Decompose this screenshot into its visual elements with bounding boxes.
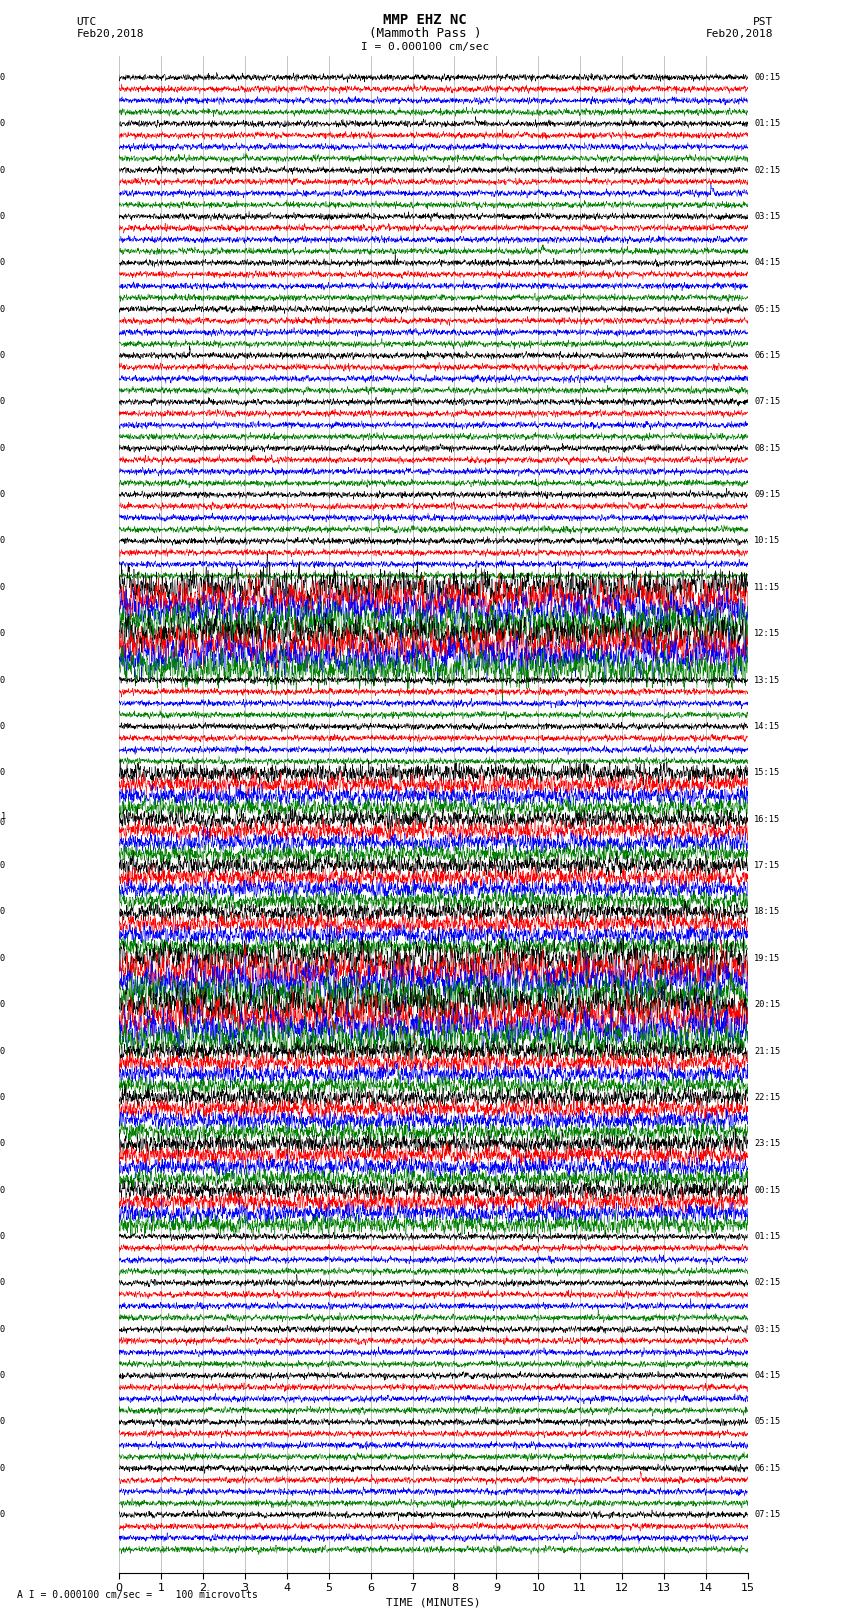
Text: 19:00: 19:00 (0, 582, 6, 592)
Text: 23:15: 23:15 (754, 1139, 780, 1148)
Text: 07:15: 07:15 (754, 1510, 780, 1519)
Text: 08:00: 08:00 (0, 73, 6, 82)
Text: 04:15: 04:15 (754, 1371, 780, 1381)
Text: PST: PST (753, 18, 774, 27)
Text: 15:00: 15:00 (0, 1510, 6, 1519)
Text: 07:00: 07:00 (0, 1139, 6, 1148)
Text: 17:00: 17:00 (0, 490, 6, 498)
Text: I = 0.000100 cm/sec: I = 0.000100 cm/sec (361, 42, 489, 52)
Text: 01:00: 01:00 (0, 861, 6, 869)
Text: 02:00: 02:00 (0, 908, 6, 916)
Text: 18:00: 18:00 (0, 537, 6, 545)
Text: 11:15: 11:15 (754, 582, 780, 592)
Text: 22:00: 22:00 (0, 723, 6, 731)
Text: 08:15: 08:15 (754, 444, 780, 453)
Text: 02:15: 02:15 (754, 166, 780, 174)
Text: 00:15: 00:15 (754, 73, 780, 82)
Text: 06:15: 06:15 (754, 1465, 780, 1473)
Text: 01:15: 01:15 (754, 119, 780, 127)
Text: 07:15: 07:15 (754, 397, 780, 406)
Text: 13:00: 13:00 (0, 1418, 6, 1426)
Text: 11:00: 11:00 (0, 211, 6, 221)
Text: 12:15: 12:15 (754, 629, 780, 639)
Text: 13:15: 13:15 (754, 676, 780, 684)
X-axis label: TIME (MINUTES): TIME (MINUTES) (386, 1597, 481, 1607)
Text: 14:00: 14:00 (0, 352, 6, 360)
Text: 04:15: 04:15 (754, 258, 780, 268)
Text: 12:00: 12:00 (0, 1371, 6, 1381)
Text: 08:00: 08:00 (0, 1186, 6, 1195)
Text: 06:15: 06:15 (754, 352, 780, 360)
Text: 20:15: 20:15 (754, 1000, 780, 1010)
Text: 11:00: 11:00 (0, 1324, 6, 1334)
Text: Feb20,2018: Feb20,2018 (76, 29, 144, 39)
Text: 14:00: 14:00 (0, 1465, 6, 1473)
Text: A I = 0.000100 cm/sec =    100 microvolts: A I = 0.000100 cm/sec = 100 microvolts (17, 1590, 258, 1600)
Text: 22:15: 22:15 (754, 1094, 780, 1102)
Text: 10:00: 10:00 (0, 1279, 6, 1287)
Text: 16:00: 16:00 (0, 444, 6, 453)
Text: 16:15: 16:15 (754, 815, 780, 824)
Text: 00:15: 00:15 (754, 1186, 780, 1195)
Text: UTC: UTC (76, 18, 97, 27)
Text: 02:15: 02:15 (754, 1279, 780, 1287)
Text: 15:00: 15:00 (0, 397, 6, 406)
Text: 23:00: 23:00 (0, 768, 6, 777)
Text: 03:00: 03:00 (0, 953, 6, 963)
Text: 13:00: 13:00 (0, 305, 6, 313)
Text: 18:15: 18:15 (754, 908, 780, 916)
Text: 05:00: 05:00 (0, 1047, 6, 1055)
Text: 20:00: 20:00 (0, 629, 6, 639)
Text: 05:15: 05:15 (754, 1418, 780, 1426)
Text: Feb20,2018: Feb20,2018 (706, 29, 774, 39)
Text: 03:15: 03:15 (754, 1324, 780, 1334)
Text: 09:15: 09:15 (754, 490, 780, 498)
Text: 05:15: 05:15 (754, 305, 780, 313)
Text: 09:00: 09:00 (0, 119, 6, 127)
Text: Feb21: Feb21 (0, 811, 6, 821)
Text: 19:15: 19:15 (754, 953, 780, 963)
Text: 06:00: 06:00 (0, 1094, 6, 1102)
Text: 10:00: 10:00 (0, 166, 6, 174)
Text: 01:15: 01:15 (754, 1232, 780, 1240)
Text: 03:15: 03:15 (754, 211, 780, 221)
Text: 21:00: 21:00 (0, 676, 6, 684)
Text: 10:15: 10:15 (754, 537, 780, 545)
Text: 00:00: 00:00 (0, 818, 6, 826)
Text: (Mammoth Pass ): (Mammoth Pass ) (369, 27, 481, 40)
Text: 12:00: 12:00 (0, 258, 6, 268)
Text: MMP EHZ NC: MMP EHZ NC (383, 13, 467, 27)
Text: 14:15: 14:15 (754, 723, 780, 731)
Text: 04:00: 04:00 (0, 1000, 6, 1010)
Text: 21:15: 21:15 (754, 1047, 780, 1055)
Text: 09:00: 09:00 (0, 1232, 6, 1240)
Text: 15:15: 15:15 (754, 768, 780, 777)
Text: 17:15: 17:15 (754, 861, 780, 869)
